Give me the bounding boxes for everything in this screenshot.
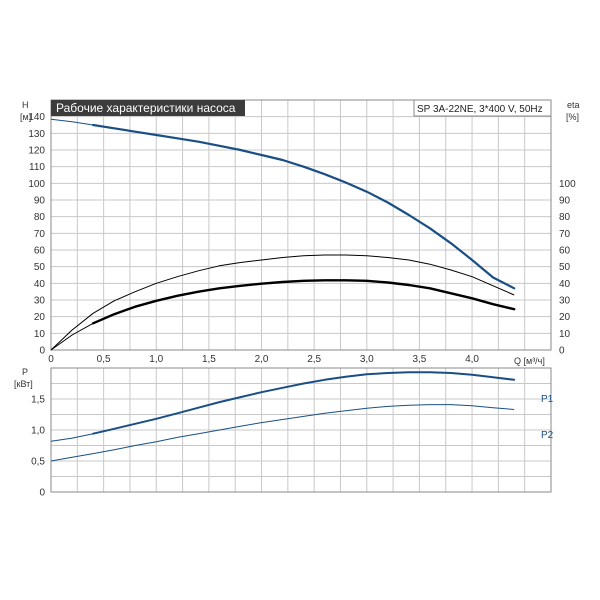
eta-tick-label: 80 — [559, 212, 571, 223]
eta-tick-label: 100 — [559, 179, 576, 190]
h-tick-label: 50 — [34, 262, 46, 273]
chart-title: Рабочие характеристики насоса — [56, 101, 236, 115]
q-tick-label: 1,5 — [202, 354, 216, 365]
head-curve-thin-part — [50, 118, 515, 289]
h-tick-label: 100 — [28, 179, 45, 190]
h-tick-label: 30 — [34, 296, 46, 307]
model-label-box — [413, 99, 552, 117]
h-tick-label: 90 — [34, 196, 46, 207]
eta-tick-label: 90 — [559, 196, 571, 207]
h-axis-label-unit: [м] — [20, 112, 31, 122]
q-tick-label: 0 — [48, 354, 54, 365]
p-tick-label: 0,5 — [31, 457, 45, 468]
h-tick-label: 110 — [29, 162, 45, 173]
p-tick-label: 0 — [39, 488, 45, 499]
power-plot-frame — [50, 367, 552, 493]
p-tick-label: 1,0 — [31, 426, 45, 437]
series-label-p2: P2 — [541, 430, 554, 441]
p2-curve-thin-part — [50, 404, 515, 462]
h-tick-label: 70 — [34, 229, 46, 240]
h-tick-label: 60 — [34, 246, 46, 257]
p1-curve-thin-part — [50, 371, 515, 442]
q-tick-label: 3,5 — [412, 354, 426, 365]
p-axis-label-name: P — [22, 367, 28, 377]
h-tick-label: 120 — [28, 146, 45, 157]
chart-title-background — [51, 100, 245, 116]
series-label-p1: P1 — [541, 394, 554, 405]
q-axis-label: Q [м³/ч] — [514, 356, 545, 366]
h-tick-label: 80 — [34, 212, 46, 223]
q-tick-label: 0,5 — [97, 354, 111, 365]
eta-tick-label: 20 — [559, 312, 571, 323]
eta-tick-label: 40 — [559, 279, 571, 290]
eta-tick-label: 50 — [559, 262, 571, 273]
eta-tick-label: 30 — [559, 296, 571, 307]
eta-axis-label-unit: [%] — [566, 112, 579, 122]
h-axis-label-name: H — [22, 100, 29, 110]
q-tick-label: 4,0 — [465, 354, 479, 365]
eta-tick-label: 60 — [559, 246, 571, 257]
efficiency-curve-thick — [91, 279, 516, 325]
h-tick-label: 20 — [34, 312, 46, 323]
p-axis-label-unit: [кВт] — [14, 379, 33, 389]
h-tick-label: 10 — [34, 329, 46, 340]
p-tick-label: 1,5 — [31, 395, 45, 406]
head-plot-frame — [50, 99, 552, 351]
p1-curve — [92, 371, 516, 435]
model-label: SP 3A-22NE, 3*400 V, 50Hz — [417, 104, 543, 115]
h-tick-label: 0 — [39, 346, 45, 357]
efficiency-curve-thin-thin-part — [50, 254, 515, 351]
q-tick-label: 2,0 — [255, 354, 269, 365]
q-tick-label: 2,5 — [307, 354, 321, 365]
eta-axis-label-name: eta — [567, 100, 580, 110]
eta-tick-label: 70 — [559, 229, 571, 240]
h-tick-label: 40 — [34, 279, 46, 290]
head-curve — [92, 123, 516, 290]
h-tick-label: 130 — [28, 129, 45, 140]
eta-tick-label: 10 — [559, 329, 571, 340]
q-tick-label: 3,0 — [360, 354, 374, 365]
h-tick-label: 140 — [28, 112, 45, 123]
eta-tick-label: 0 — [559, 346, 565, 357]
q-tick-label: 1,0 — [149, 354, 163, 365]
